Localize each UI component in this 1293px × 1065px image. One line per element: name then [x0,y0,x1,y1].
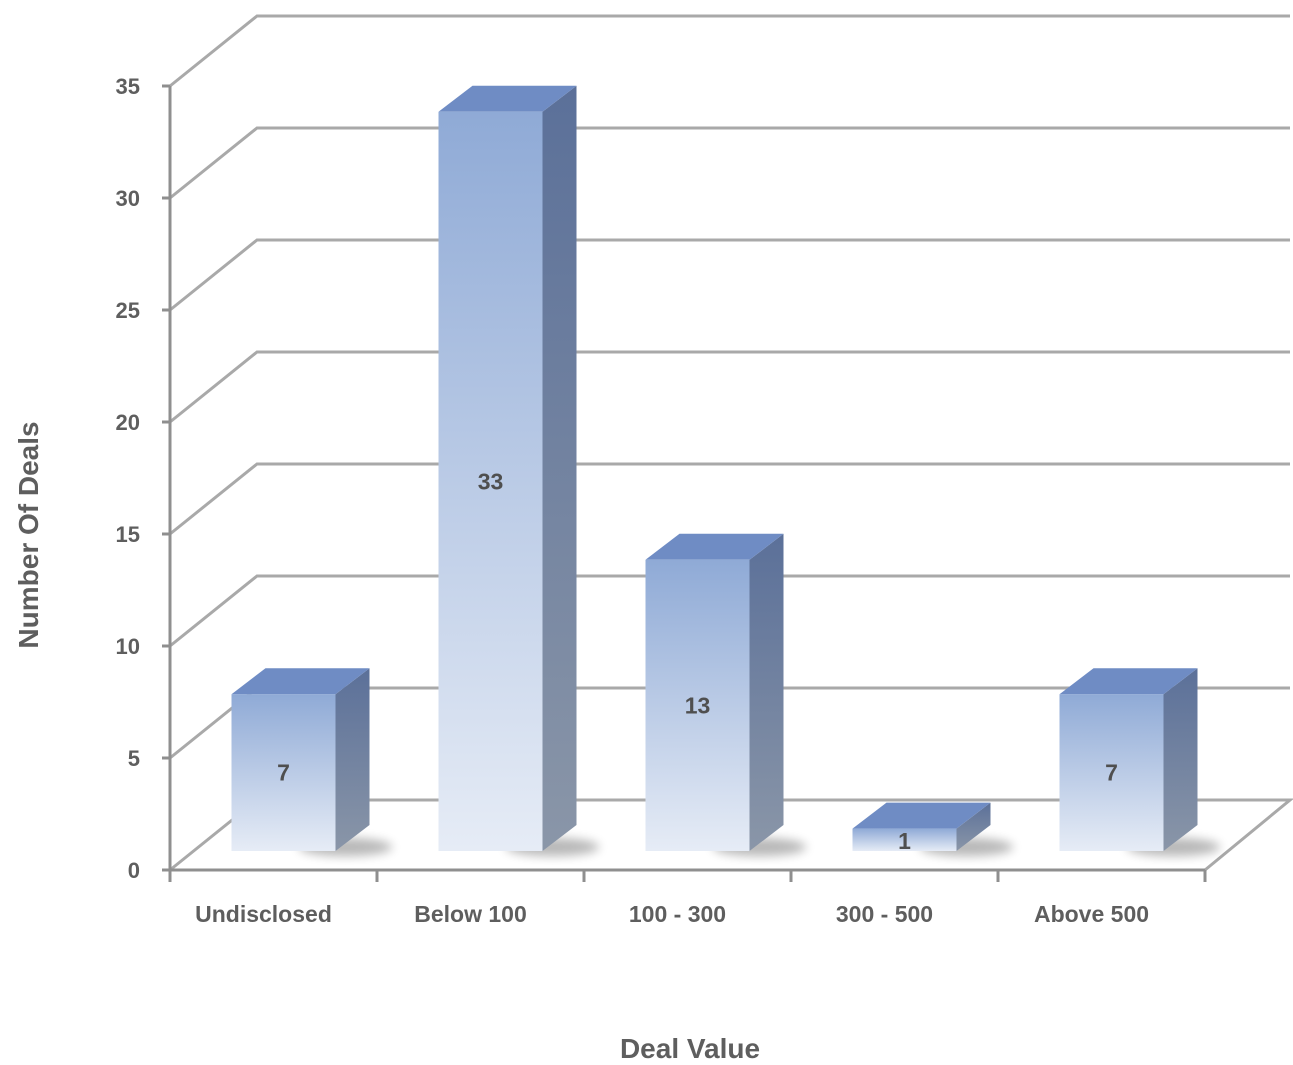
data-label: 1 [898,828,911,854]
gridline [169,126,1290,200]
gridline [169,14,1290,88]
bar-side [956,802,991,851]
bar [1059,694,1164,851]
bar [852,828,957,851]
bar [231,694,336,851]
y-tick-label: 25 [116,298,140,323]
gridlines [169,14,1293,872]
bar-top [1059,668,1198,695]
bar-side [749,533,784,851]
axes [162,84,1207,882]
bar-side [335,668,370,851]
gridline [169,462,1290,536]
gridline [169,350,1290,424]
y-tick-label: 0 [128,858,140,883]
bar-top [438,85,577,112]
x-tick-label: 300 - 500 [836,901,933,927]
gridline [169,574,1290,648]
x-tick-label: Below 100 [414,901,527,927]
x-tick-label: Undisclosed [195,901,332,927]
x-tick-label: 100 - 300 [629,901,726,927]
bar-top [645,533,784,560]
y-tick-label: 5 [128,746,140,771]
bar-top [231,668,370,695]
bar-side [542,85,577,852]
data-label: 7 [1105,760,1118,786]
data-label: 7 [277,760,290,786]
y-axis-title: Number Of Deals [13,421,44,648]
x-tick-label: Above 500 [1034,901,1149,927]
data-label: 13 [685,692,711,718]
bar [438,111,543,852]
y-tick-label: 10 [116,634,140,659]
y-tick-label: 20 [116,410,140,435]
y-tick-label: 30 [116,186,140,211]
y-tick-label: 35 [116,74,140,99]
bar-side [1163,668,1198,851]
gridline [169,238,1290,312]
labels: 0 5 10 15 20 25 30 35 7 Undisclosed 33 Below 100 13 1… [116,74,1150,927]
x-axis-title: Deal Value [620,1033,760,1064]
bar [645,559,750,851]
bar-top [852,802,991,829]
y-tick-label: 15 [116,522,140,547]
bars [231,85,1221,856]
data-label: 33 [478,468,504,494]
